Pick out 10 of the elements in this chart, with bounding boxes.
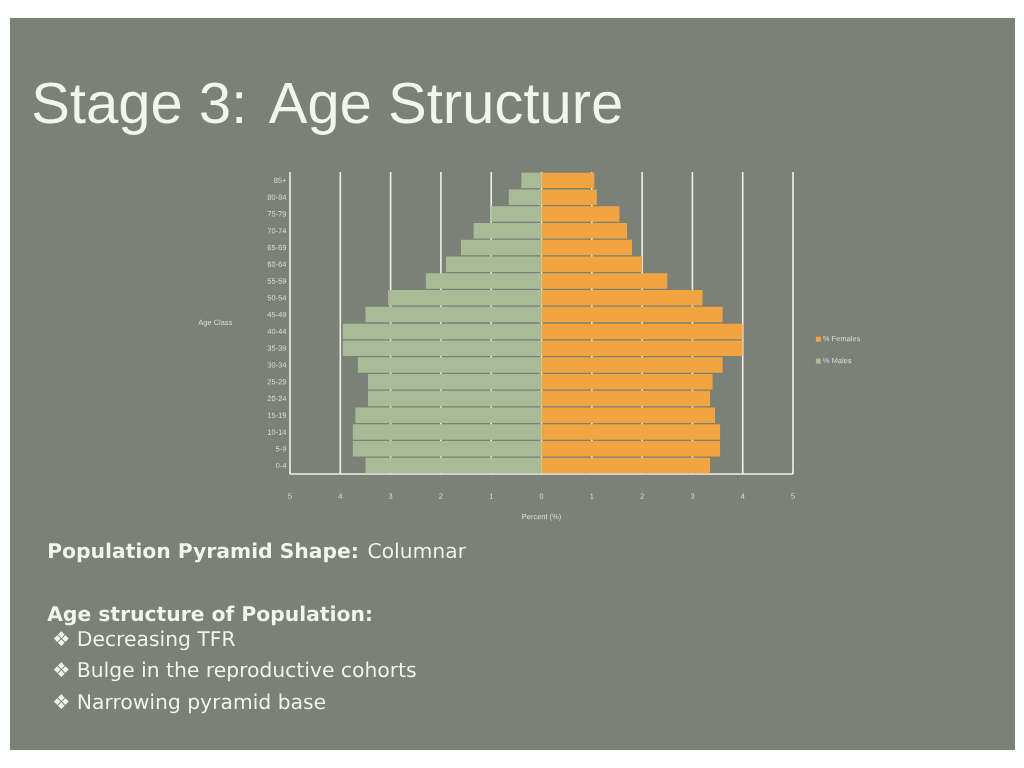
text: ❖ Decreasing TFR bbox=[53, 630, 235, 651]
bar bbox=[461, 239, 542, 256]
text: ❖ Narrowing pyramid base bbox=[53, 693, 326, 714]
bar bbox=[541, 390, 711, 407]
bar bbox=[541, 239, 633, 256]
chart-title: Stage 3: Age Structure bbox=[33, 82, 621, 136]
text: ❖ Bulge in the reproductive cohorts bbox=[53, 661, 416, 682]
text: Age structure of Population: bbox=[47, 605, 371, 626]
text: Population Pyramid Shape: Columnar bbox=[49, 542, 467, 563]
bar bbox=[367, 390, 542, 407]
